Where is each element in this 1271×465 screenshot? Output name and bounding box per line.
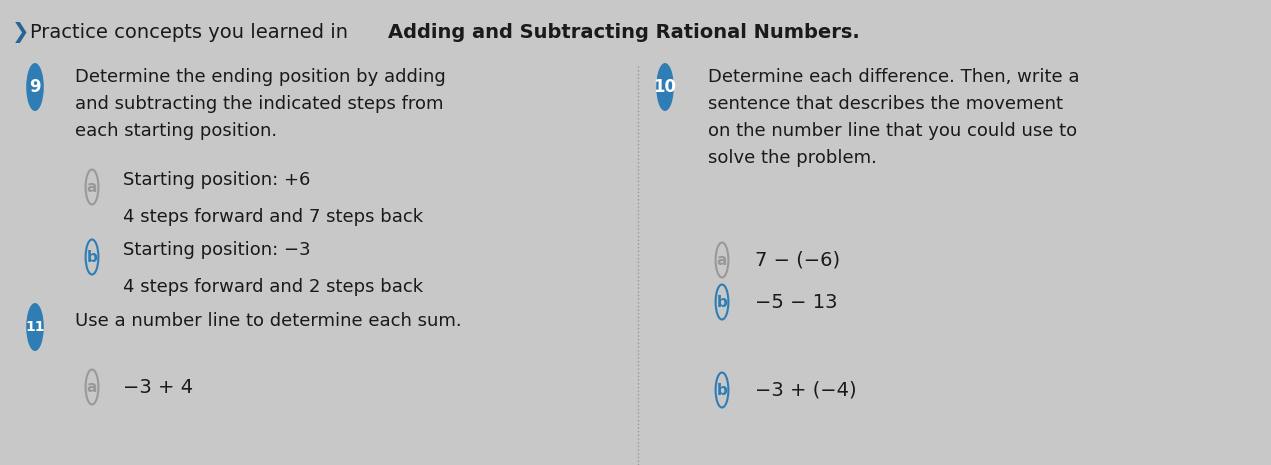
Text: 11: 11 (25, 320, 44, 334)
Ellipse shape (27, 63, 43, 111)
Text: 9: 9 (29, 78, 41, 96)
Text: Starting position: −3: Starting position: −3 (123, 241, 310, 259)
Text: 7 − (−6): 7 − (−6) (755, 251, 840, 270)
Text: Use a number line to determine each sum.: Use a number line to determine each sum. (75, 312, 461, 330)
Text: b: b (86, 250, 98, 265)
Text: −3 + 4: −3 + 4 (123, 378, 193, 397)
Text: Determine the ending position by adding
and subtracting the indicated steps from: Determine the ending position by adding … (75, 68, 446, 140)
Text: a: a (86, 379, 97, 394)
Text: 4 steps forward and 7 steps back: 4 steps forward and 7 steps back (123, 208, 423, 226)
Text: Determine each difference. Then, write a
sentence that describes the movement
on: Determine each difference. Then, write a… (708, 68, 1079, 167)
Text: b: b (717, 383, 727, 398)
Ellipse shape (27, 303, 43, 351)
Text: b: b (717, 294, 727, 310)
Text: −3 + (−4): −3 + (−4) (755, 380, 857, 399)
Text: 10: 10 (653, 78, 676, 96)
Text: −5 − 13: −5 − 13 (755, 292, 838, 312)
Text: 4 steps forward and 2 steps back: 4 steps forward and 2 steps back (123, 278, 423, 296)
Ellipse shape (656, 63, 674, 111)
Text: ❯: ❯ (11, 21, 29, 42)
Text: Practice concepts you learned in: Practice concepts you learned in (31, 22, 355, 41)
Text: a: a (717, 252, 727, 267)
Text: a: a (86, 179, 97, 194)
Text: Starting position: +6: Starting position: +6 (123, 171, 310, 189)
Text: Adding and Subtracting Rational Numbers.: Adding and Subtracting Rational Numbers. (388, 22, 859, 41)
